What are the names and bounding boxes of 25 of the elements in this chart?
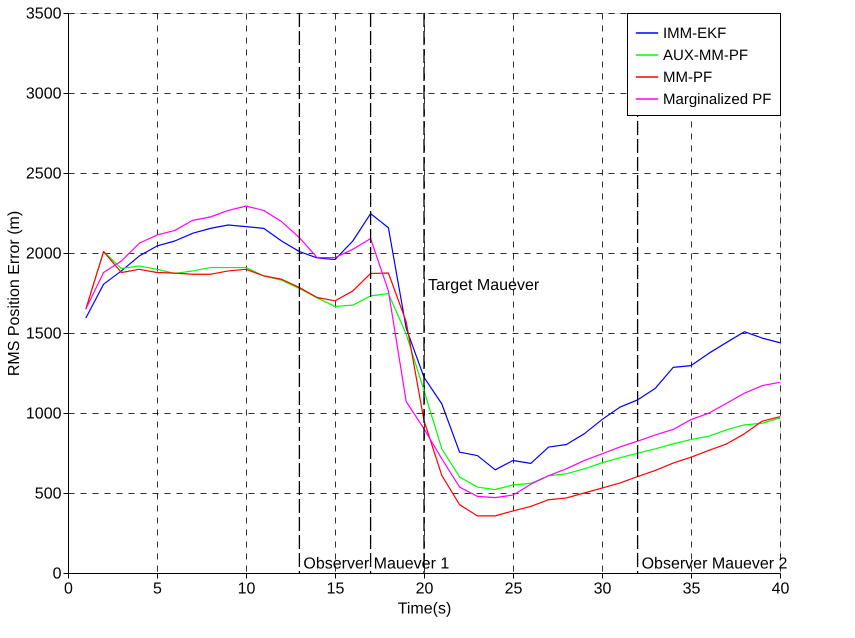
y-tick-label: 0 (52, 566, 62, 582)
y-tick-label: 500 (34, 486, 62, 502)
x-tick-label: 15 (326, 580, 344, 598)
x-tick-label: 0 (64, 580, 74, 598)
y-tick-label: 3500 (26, 6, 62, 22)
x-axis-title: Time(s) (398, 600, 452, 618)
x-tick-label: 20 (416, 580, 434, 598)
legend-label: AUX-MM-PF (663, 47, 748, 64)
y-tick-label: 1000 (26, 406, 62, 422)
legend-label: IMM-EKF (663, 25, 726, 42)
x-tick-label: 40 (772, 580, 790, 598)
y-tick-label: 1500 (26, 326, 62, 342)
x-tick-label: 25 (504, 580, 522, 598)
x-tick-label: 30 (594, 580, 612, 598)
x-tick-label: 5 (153, 580, 162, 598)
y-tick-label: 2500 (26, 166, 62, 182)
x-tick-label: 10 (238, 580, 256, 598)
annotation: Observer Mauever 2 (642, 555, 788, 572)
legend-label: MM-PF (663, 69, 712, 86)
legend-label: Marginalized PF (663, 91, 772, 108)
annotation: Target Mauever (428, 277, 540, 294)
y-axis-title: RMS Position Error (m) (6, 210, 23, 376)
y-tick-label: 3000 (26, 86, 62, 102)
x-tick-label: 35 (682, 580, 700, 598)
y-tick-label: 2000 (26, 246, 62, 262)
